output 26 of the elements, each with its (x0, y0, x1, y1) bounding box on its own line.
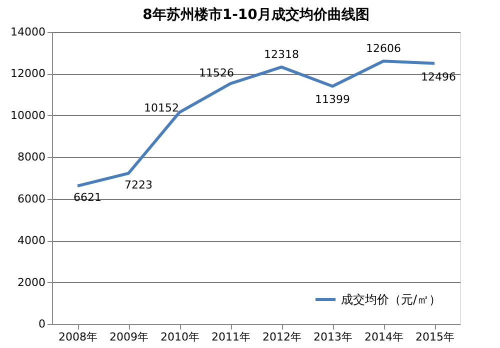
data-label: 12496 (421, 70, 456, 84)
x-tick-label: 2015年 (416, 330, 454, 344)
y-tick-label: 6000 (18, 192, 46, 206)
x-tick-label: 2010年 (160, 330, 200, 344)
x-tick-label: 2014年 (364, 330, 404, 344)
x-tick-label: 2009年 (110, 330, 148, 344)
y-tick-label: 8000 (18, 150, 46, 164)
x-tick-label: 2011年 (212, 330, 250, 344)
x-tick-label: 2012年 (262, 330, 302, 344)
chart-title: 8年苏州楼市1-10月成交均价曲线图 (142, 6, 370, 23)
data-label: 6621 (74, 190, 102, 204)
data-label: 12606 (366, 42, 401, 56)
legend-label: 成交均价（元/㎡） (341, 292, 442, 306)
x-tick-label: 2013年 (314, 330, 352, 344)
x-tick-label: 2008年 (58, 330, 98, 344)
y-tick-label: 2000 (18, 276, 46, 289)
y-tick-label: 14000 (10, 26, 46, 38)
y-tick-label: 12000 (10, 67, 46, 80)
data-label: 10152 (144, 101, 179, 114)
y-tick-label: 0 (38, 318, 46, 330)
data-label: 12318 (264, 48, 299, 62)
y-tick-label: 4000 (18, 234, 46, 248)
data-label: 11399 (315, 93, 350, 106)
data-label: 11526 (199, 66, 234, 80)
data-label: 7223 (124, 178, 152, 192)
y-tick-label: 10000 (10, 108, 46, 122)
